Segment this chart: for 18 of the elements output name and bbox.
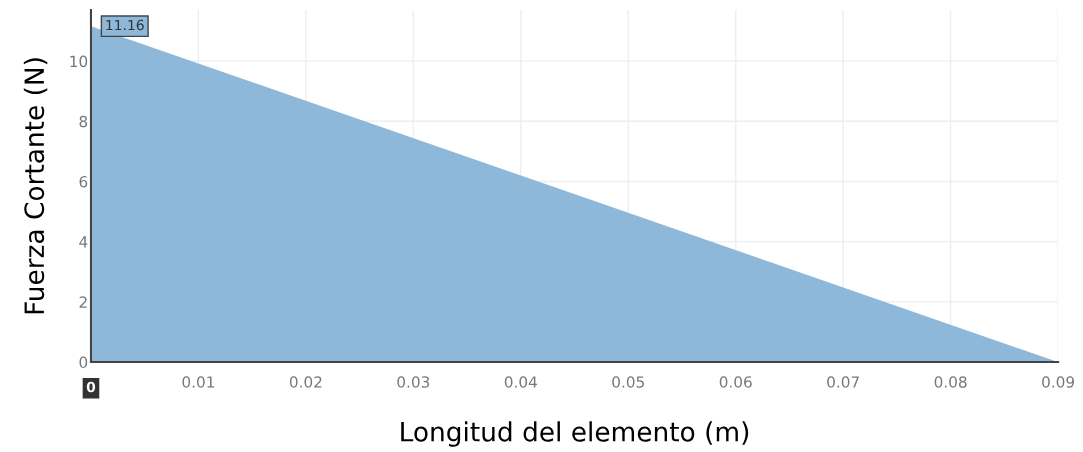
x-tick-label: 0.06 [719,376,752,388]
y-tick-label: 0 [79,356,88,369]
y-tick-label: 6 [79,175,88,188]
y-tick-label: 10 [70,55,88,68]
x-tick-label: 0.04 [504,376,537,388]
y-tick-label: 4 [79,236,88,248]
x-tick-label: 0.03 [397,376,430,388]
annotation: 11.16 [106,19,144,31]
x-tick-label: 0.08 [934,376,967,388]
y-tick-label: 8 [79,115,88,128]
x-tick-label: 0.05 [612,376,644,388]
x-axis-title: Longitud del elemento (m) [401,421,749,447]
y-tick-label: 2 [79,296,87,308]
y-axis-title: Fuerza Cortante (N) [23,58,48,314]
x-tick-label: 0.01 [182,376,215,388]
x-tick-label: 0.09 [1042,376,1075,388]
x-tick-label: 0.07 [827,376,859,388]
x-tick-label: 0.02 [289,376,322,388]
